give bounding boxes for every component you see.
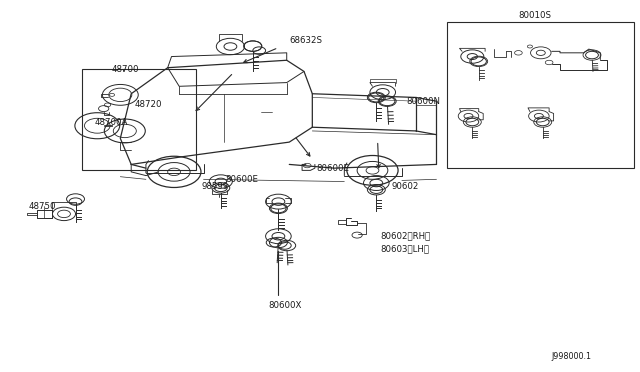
Text: 80010S: 80010S <box>518 11 552 20</box>
Bar <box>82 69 196 170</box>
Text: 68632S: 68632S <box>289 36 323 45</box>
Text: 90602: 90602 <box>392 182 419 191</box>
Text: 98599: 98599 <box>202 182 228 191</box>
Text: 48750: 48750 <box>29 202 56 211</box>
Text: 80600E: 80600E <box>225 175 259 184</box>
Text: 80600X: 80600X <box>269 301 302 310</box>
Text: 48700: 48700 <box>112 65 140 74</box>
Text: 48700A: 48700A <box>95 118 128 126</box>
Text: 48720: 48720 <box>134 100 162 109</box>
Text: 80603〈LH〉: 80603〈LH〉 <box>381 244 430 253</box>
Bar <box>447 22 634 168</box>
Text: 80600N: 80600N <box>406 97 440 106</box>
Text: 80600E: 80600E <box>317 164 350 173</box>
Text: 80602〈RH〉: 80602〈RH〉 <box>381 232 431 241</box>
Text: J998000.1: J998000.1 <box>552 352 591 361</box>
